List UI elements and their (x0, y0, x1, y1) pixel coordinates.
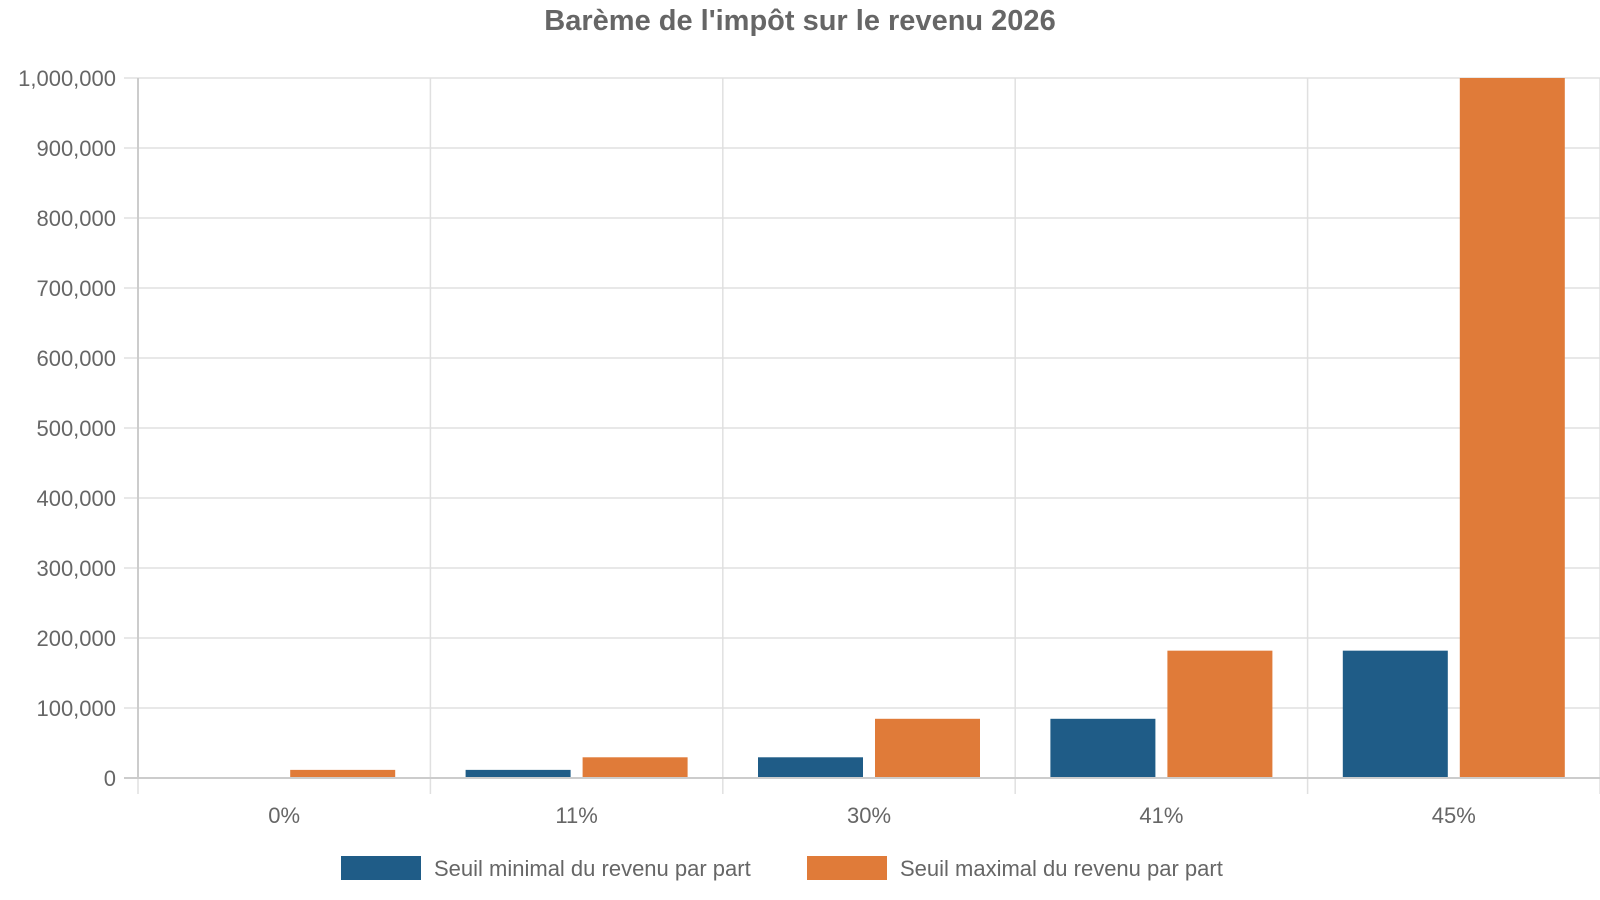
bar-max (875, 718, 980, 778)
legend: Seuil minimal du revenu par part Seuil ma… (341, 856, 1223, 881)
y-tick-label: 400,000 (36, 486, 116, 511)
legend-item: Seuil minimal du revenu par part (341, 856, 751, 881)
bar-max (1167, 650, 1273, 778)
bar-min (758, 757, 863, 778)
x-tick-label: 0% (268, 803, 300, 828)
bars (290, 78, 1565, 778)
bar-max (1459, 78, 1565, 778)
chart-title: Barème de l'impôt sur le revenu 2026 (544, 5, 1055, 37)
legend-swatch (807, 856, 887, 880)
legend-swatch (341, 856, 421, 880)
legend-label: Seuil minimal du revenu par part (434, 856, 751, 881)
y-tick-label: 700,000 (36, 276, 116, 301)
x-tick-label: 45% (1432, 803, 1476, 828)
axes: 0 100,000 200,000 300,000 400,000 500,000 600,… (18, 66, 1600, 828)
legend-label: Seuil maximal du revenu par part (900, 856, 1223, 881)
y-tick-label: 100,000 (36, 696, 116, 721)
bar-min (1342, 650, 1448, 778)
y-tick-label: 0 (104, 766, 116, 791)
x-tick-label: 11% (555, 803, 597, 828)
bar-max (582, 757, 688, 778)
y-tick-label: 900,000 (36, 136, 116, 161)
x-tick-label: 30% (847, 803, 891, 828)
y-tick-label: 1,000,000 (18, 66, 116, 91)
x-tick-label: 41% (1139, 803, 1183, 828)
bar-min (1050, 718, 1156, 778)
bar-min (465, 769, 571, 778)
bar-max (290, 769, 396, 778)
y-tick-label: 600,000 (36, 346, 116, 371)
legend-item: Seuil maximal du revenu par part (807, 856, 1223, 881)
y-tick-label: 500,000 (36, 416, 116, 441)
y-tick-label: 200,000 (36, 626, 116, 651)
y-tick-label: 800,000 (36, 206, 116, 231)
y-tick-label: 300,000 (36, 556, 116, 581)
